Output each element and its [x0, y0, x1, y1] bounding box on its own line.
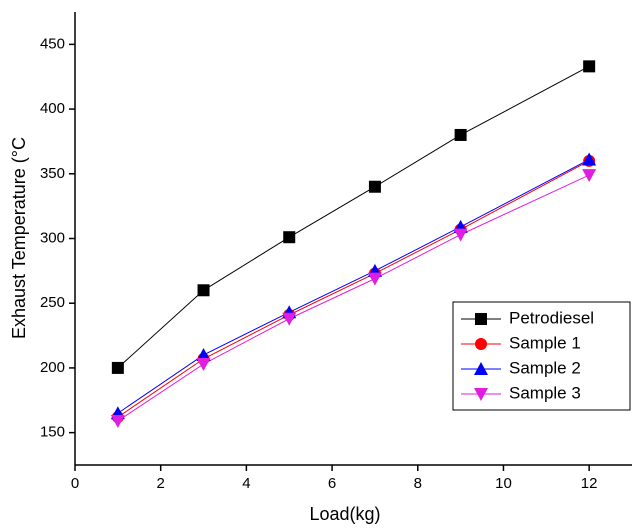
legend-marker [474, 362, 488, 375]
data-point [111, 361, 124, 374]
x-tick-label: 12 [581, 475, 598, 492]
legend-marker [474, 388, 488, 401]
y-tick-label: 200 [40, 359, 65, 376]
y-tick-label: 350 [40, 165, 65, 182]
legend-marker [475, 313, 487, 325]
data-point [582, 152, 597, 166]
series-line [117, 160, 590, 418]
legend-label: Petrodiesel [509, 308, 594, 327]
data-point [583, 60, 596, 73]
data-point [282, 312, 297, 326]
data-point [196, 358, 211, 372]
data-point [196, 347, 211, 361]
x-axis-label: Load(kg) [309, 504, 380, 524]
x-tick-label: 8 [414, 475, 422, 492]
data-point [110, 414, 125, 428]
data-point [454, 128, 467, 141]
data-point [367, 272, 382, 286]
y-tick-label: 450 [40, 35, 65, 52]
legend-marker [475, 338, 487, 350]
legend-label: Sample 3 [509, 383, 581, 402]
series-line [117, 174, 590, 422]
data-point [368, 180, 381, 193]
x-tick-label: 6 [328, 475, 336, 492]
y-tick-label: 250 [40, 294, 65, 311]
series-line [117, 65, 590, 369]
x-tick-label: 0 [71, 475, 79, 492]
y-tick-label: 150 [40, 424, 65, 441]
x-tick-label: 2 [157, 475, 165, 492]
y-tick-label: 400 [40, 100, 65, 117]
x-tick-label: 4 [242, 475, 250, 492]
y-tick-label: 300 [40, 229, 65, 246]
y-axis-label: Exhaust Temperature (°C [9, 137, 29, 339]
data-point [582, 169, 597, 183]
legend-label: Sample 1 [509, 333, 581, 352]
legend-label: Sample 2 [509, 358, 581, 377]
data-point [453, 228, 468, 242]
data-point [283, 231, 296, 244]
series-line [117, 159, 590, 414]
x-tick-label: 10 [495, 475, 512, 492]
data-point [197, 284, 210, 297]
